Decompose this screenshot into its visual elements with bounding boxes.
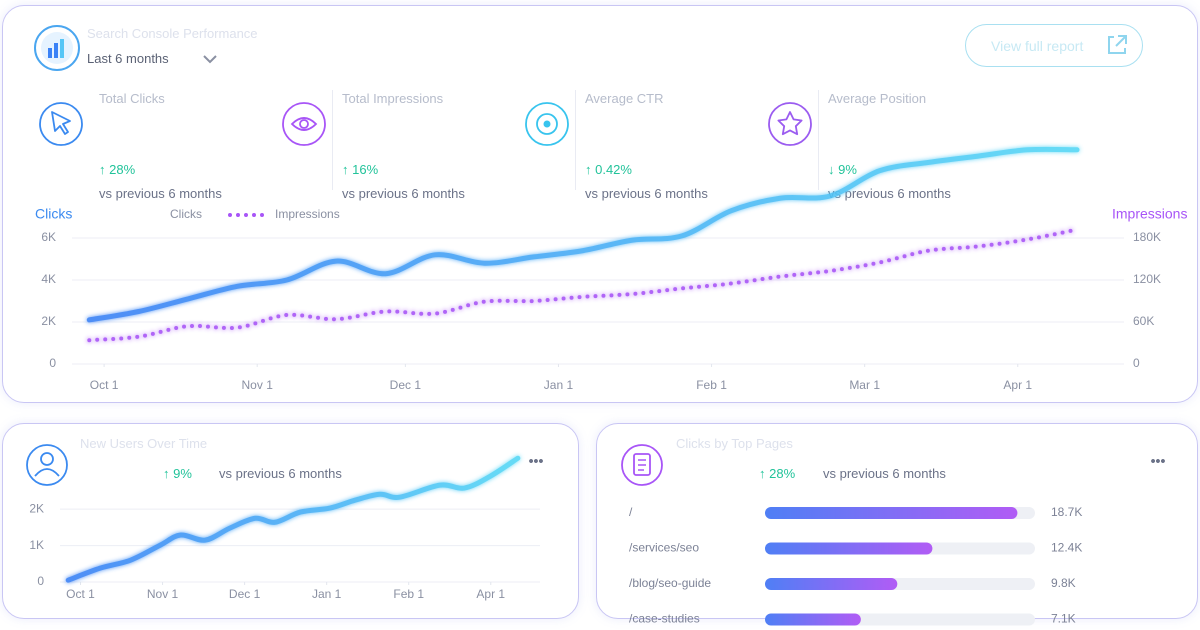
x-tick-label: Nov 1 (147, 587, 179, 601)
y-tick-label: 0 (49, 356, 56, 370)
bar (765, 542, 933, 555)
y2-tick-label: 120K (1133, 272, 1161, 286)
y-tick-label: 0 (37, 574, 44, 588)
x-tick-label: Feb 1 (696, 378, 727, 392)
bar-value-label: 12.4K (1051, 541, 1082, 555)
x-tick-label: Apr 1 (476, 587, 505, 601)
period-select[interactable]: Last 6 months (87, 51, 169, 66)
users-change: ↑ 9% (163, 466, 192, 481)
bar (765, 613, 861, 626)
y2-tick-label: 60K (1133, 314, 1154, 328)
bar (765, 578, 898, 590)
kpi-note: vs previous 6 months (99, 186, 222, 201)
bar-value-label: 7.1K (1051, 612, 1076, 626)
x-tick-label: Dec 1 (390, 378, 422, 392)
kpi-label: Average Position (828, 91, 927, 106)
kpi-label: Total Impressions (342, 91, 444, 106)
y2-tick-label: 180K (1133, 230, 1161, 244)
x-tick-label: Apr 1 (1003, 378, 1032, 392)
report-button-label: View full report (991, 38, 1084, 54)
y-tick-label: 6K (41, 230, 56, 244)
users-card (2, 423, 579, 619)
kpi-label: Average CTR (585, 91, 664, 106)
x-tick-label: Nov 1 (242, 378, 274, 392)
x-tick-label: Feb 1 (393, 587, 424, 601)
page-label: /blog/seo-guide (629, 576, 711, 590)
performance-card (2, 5, 1198, 403)
kpi-label: Total Clicks (99, 91, 165, 106)
users-title: New Users Over Time (80, 436, 208, 451)
kpi-note: vs previous 6 months (585, 186, 708, 201)
legend-label: Impressions (275, 207, 340, 221)
y-axis-label: Clicks (35, 206, 72, 222)
legend-label: Clicks (170, 207, 202, 221)
x-tick-label: Oct 1 (66, 587, 95, 601)
kpi-change: ↑ 28% (99, 162, 136, 177)
y-tick-label: 4K (41, 272, 56, 286)
kpi-note: vs previous 6 months (342, 186, 465, 201)
page-label: /services/seo (629, 541, 699, 555)
kpi-change: ↑ 16% (342, 162, 379, 177)
y-tick-label: 2K (41, 314, 56, 328)
line-series (65, 455, 521, 583)
pages-change: ↑ 28% (759, 466, 796, 481)
page-label: / (629, 505, 633, 519)
y2-tick-label: 0 (1133, 356, 1140, 370)
external-icon (1108, 35, 1127, 54)
bar-value-label: 9.8K (1051, 576, 1076, 590)
x-tick-label: Dec 1 (229, 587, 261, 601)
kpi-change: ↓ 9% (828, 162, 857, 177)
pages-note: vs previous 6 months (823, 466, 946, 481)
divider (818, 90, 819, 190)
users-note: vs previous 6 months (219, 466, 342, 481)
x-tick-label: Jan 1 (544, 378, 574, 392)
divider (575, 90, 576, 190)
y-tick-label: 2K (29, 501, 44, 515)
report-button[interactable]: View full report (965, 24, 1143, 67)
y-tick-label: 1K (29, 538, 44, 552)
kpi-note: vs previous 6 months (828, 186, 951, 201)
pages-title: Clicks by Top Pages (676, 436, 793, 451)
bar (765, 507, 1018, 519)
x-tick-label: Jan 1 (312, 587, 342, 601)
bar-value-label: 18.7K (1051, 505, 1082, 519)
divider (332, 90, 333, 190)
line-series (86, 146, 1080, 323)
dashboard-title: Search Console Performance (87, 26, 258, 41)
kpi-change: ↑ 0.42% (585, 162, 632, 177)
x-tick-label: Mar 1 (849, 378, 880, 392)
page-label: /case-studies (629, 612, 700, 626)
x-tick-label: Oct 1 (90, 378, 119, 392)
y2-axis-label: Impressions (1112, 206, 1187, 222)
